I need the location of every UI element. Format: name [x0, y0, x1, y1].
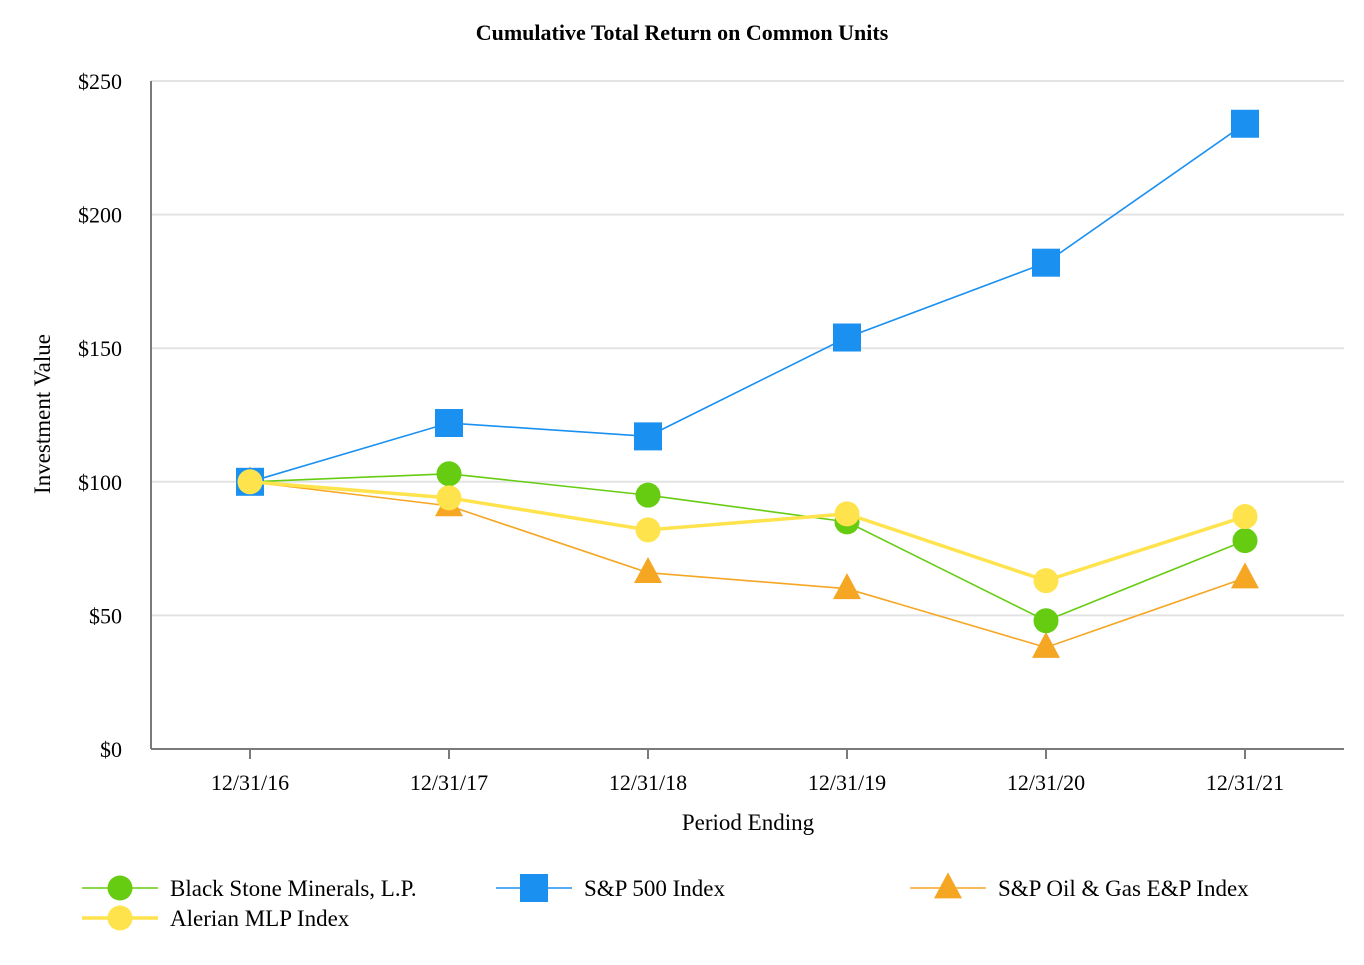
data-point	[435, 409, 463, 438]
x-tick-label: 12/31/18	[609, 770, 687, 795]
data-point	[635, 482, 661, 508]
chart-title: Cumulative Total Return on Common Units	[476, 20, 889, 45]
data-point	[1232, 528, 1258, 554]
legend-item: Black Stone Minerals, L.P.	[82, 875, 417, 901]
legend-marker	[107, 905, 133, 931]
legend-label: Black Stone Minerals, L.P.	[170, 876, 417, 901]
legend: Black Stone Minerals, L.P. S&P 500 Index S…	[82, 872, 1249, 931]
x-tick-label: 12/31/16	[211, 770, 289, 795]
x-tick-label: 12/31/21	[1206, 770, 1284, 795]
legend-item: S&P 500 Index	[496, 874, 725, 902]
data-point	[1231, 109, 1259, 138]
data-point	[436, 485, 462, 511]
series-line	[249, 472, 1246, 622]
x-tick-label: 12/31/19	[808, 770, 886, 795]
gridlines	[151, 80, 1344, 617]
series-line	[249, 123, 1246, 483]
legend-item: Alerian MLP Index	[82, 905, 350, 931]
data-point	[237, 469, 263, 495]
y-tick-labels: $0 $50 $100 $150 $200 $250	[78, 69, 122, 762]
data-point	[1231, 562, 1259, 589]
data-point	[1033, 568, 1059, 594]
series-line	[249, 481, 1246, 649]
axes	[150, 81, 1344, 759]
data-point	[436, 461, 462, 487]
x-tick-label: 12/31/17	[410, 770, 488, 795]
y-tick-label: $150	[78, 336, 122, 361]
series-4	[237, 469, 1258, 594]
data-point	[1033, 608, 1059, 634]
legend-label: S&P Oil & Gas E&P Index	[998, 876, 1249, 901]
y-tick-label: $0	[100, 737, 122, 762]
data-point	[634, 557, 662, 584]
data-point	[833, 323, 861, 352]
x-tick-labels: 12/31/16 12/31/17 12/31/18 12/31/19 12/31/20…	[211, 770, 1284, 795]
legend-marker	[934, 872, 962, 899]
x-tick-label: 12/31/20	[1007, 770, 1085, 795]
y-tick-label: $250	[78, 69, 122, 94]
data-point	[634, 422, 662, 451]
legend-label: S&P 500 Index	[584, 876, 725, 901]
legend-marker	[520, 874, 548, 902]
data-point	[834, 501, 860, 527]
y-tick-label: $200	[78, 203, 122, 228]
data-point	[1232, 504, 1258, 530]
legend-marker	[107, 875, 133, 901]
series-1	[237, 461, 1258, 634]
series-2	[236, 109, 1259, 496]
data-point	[635, 517, 661, 543]
y-axis-label: Investment Value	[30, 334, 55, 494]
legend-item: S&P Oil & Gas E&P Index	[910, 872, 1249, 901]
series-line	[249, 480, 1246, 583]
series-group	[236, 109, 1259, 658]
data-point	[1032, 631, 1060, 658]
y-tick-label: $100	[78, 470, 122, 495]
x-axis-label: Period Ending	[682, 810, 815, 835]
data-point	[1032, 248, 1060, 277]
y-tick-label: $50	[89, 603, 122, 628]
data-point	[833, 573, 861, 600]
legend-label: Alerian MLP Index	[170, 906, 350, 931]
